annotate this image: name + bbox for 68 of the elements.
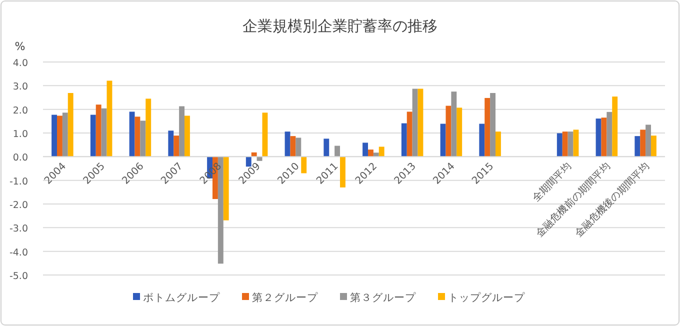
y-tick-label: 3.0 — [12, 82, 28, 93]
chart-title: 企業規模別企業貯蓄率の推移 — [242, 17, 438, 35]
bar — [401, 123, 407, 157]
bar — [362, 142, 368, 157]
bar — [140, 120, 146, 157]
bar — [62, 112, 68, 157]
bar — [412, 88, 418, 157]
bar — [96, 104, 102, 157]
bar — [56, 116, 62, 157]
y-tick-label: -2.0 — [9, 200, 28, 211]
bar — [334, 146, 340, 157]
bar — [168, 130, 174, 157]
bar — [324, 138, 330, 157]
bar — [596, 118, 602, 157]
bar — [262, 112, 268, 157]
bar — [296, 138, 302, 157]
bar — [496, 132, 501, 157]
bar — [479, 124, 485, 157]
bar — [634, 136, 640, 157]
y-tick-label: -4.0 — [9, 247, 28, 258]
bar — [223, 156, 229, 220]
y-tick-label: 1.0 — [12, 129, 28, 140]
y-axis-title: % — [14, 40, 26, 53]
bar — [640, 130, 646, 157]
bar — [368, 150, 374, 157]
bar — [651, 136, 656, 157]
legend-label: 第３グループ — [350, 291, 417, 304]
y-tick-label: 4.0 — [12, 58, 28, 69]
bar — [101, 108, 107, 157]
y-tick-label: -3.0 — [9, 224, 28, 235]
bar — [606, 112, 612, 157]
bar — [612, 96, 618, 157]
legend-label: 第２グループ — [252, 291, 319, 304]
legend-label: ボトムグループ — [143, 291, 221, 304]
bar — [301, 156, 307, 174]
bar — [556, 133, 562, 157]
bar — [573, 130, 579, 157]
y-tick-label: 2.0 — [12, 105, 28, 116]
bar — [456, 108, 462, 157]
bar — [446, 106, 452, 157]
bar — [146, 98, 152, 157]
bar — [284, 132, 290, 157]
y-tick-label: -5.0 — [9, 271, 28, 282]
legend-label: トップグループ — [448, 291, 526, 304]
bar — [340, 156, 346, 188]
bar — [378, 146, 384, 157]
bar — [568, 132, 574, 157]
bar — [179, 106, 185, 157]
bar — [490, 93, 496, 157]
bar — [562, 132, 568, 157]
y-tick-label: -1.0 — [9, 176, 28, 188]
bar — [256, 156, 262, 161]
bar — [484, 98, 490, 157]
bar — [52, 114, 57, 157]
bar — [134, 116, 140, 157]
bar — [68, 93, 74, 157]
bar — [90, 114, 96, 157]
bar — [646, 124, 652, 157]
y-tick-label: 0.0 — [12, 152, 28, 164]
bar — [290, 136, 296, 157]
bar — [184, 116, 190, 157]
bar — [106, 80, 112, 157]
bar — [406, 112, 412, 157]
bar — [601, 118, 607, 157]
bar — [129, 112, 135, 157]
bar — [418, 88, 424, 157]
bar — [174, 136, 180, 157]
bar — [451, 92, 457, 157]
